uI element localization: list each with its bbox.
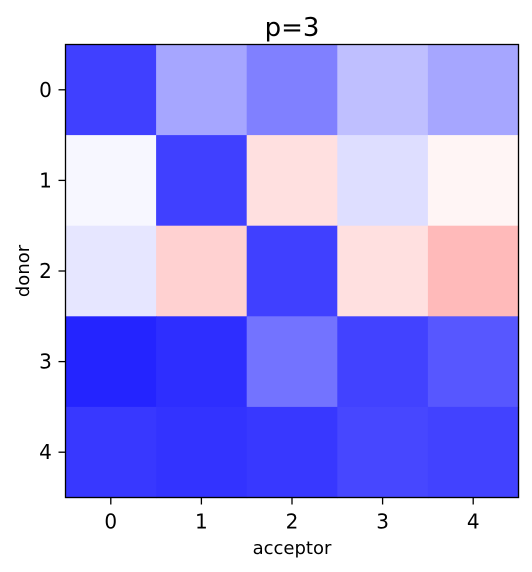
heatmap-cell-r3-c4 <box>427 316 520 408</box>
y-tick-label-1: 1 <box>39 168 52 192</box>
heatmap-cell-r4-c0 <box>65 406 157 499</box>
heatmap-cell-r2-c0 <box>65 225 157 317</box>
heatmap-cell-r1-c3 <box>337 135 429 227</box>
x-tick-label-3: 3 <box>376 510 389 534</box>
heatmap-cell-r1-c1 <box>156 135 248 227</box>
x-tick-label-4: 4 <box>467 510 480 534</box>
x-tick-label-2: 2 <box>286 510 299 534</box>
heatmap-cell-r0-c0 <box>65 44 157 136</box>
x-axis-ticks: 0 1 2 3 4 <box>104 497 480 534</box>
heatmap-cell-r1-c2 <box>246 135 338 227</box>
heatmap-cell-r3-c0 <box>65 316 157 408</box>
heatmap-cell-r4-c3 <box>337 406 429 499</box>
heatmap-cell-r2-c4 <box>427 225 520 317</box>
heatmap-cell-r2-c2 <box>246 225 338 317</box>
x-tick-label-0: 0 <box>104 510 117 534</box>
x-tick-label-1: 1 <box>195 510 208 534</box>
heatmap-cell-r1-c0 <box>65 135 157 227</box>
heatmap-cell-r0-c4 <box>427 44 520 136</box>
heatmap-cell-r0-c2 <box>246 44 338 136</box>
heatmap-cell-r4-c1 <box>156 406 248 499</box>
heatmap-cell-r2-c3 <box>337 225 429 317</box>
heatmap-cell-r3-c1 <box>156 316 248 408</box>
y-axis-label: donor <box>13 244 34 297</box>
x-axis-label: acceptor <box>253 538 332 559</box>
heatmap-cell-r0-c1 <box>156 44 248 136</box>
heatmap-cells <box>65 44 520 499</box>
y-tick-label-3: 3 <box>39 350 52 374</box>
y-tick-label-4: 4 <box>39 440 52 464</box>
heatmap-cell-r2-c1 <box>156 225 248 317</box>
y-axis-ticks: 0 1 2 3 4 <box>39 78 66 464</box>
heatmap-cell-r1-c4 <box>427 135 520 227</box>
heatmap-cell-r4-c4 <box>427 406 520 499</box>
chart-title: p=3 <box>265 13 320 43</box>
y-tick-label-0: 0 <box>39 78 52 102</box>
heatmap-cell-r0-c3 <box>337 44 429 136</box>
heatmap-cell-r3-c2 <box>246 316 338 408</box>
heatmap-cell-r4-c2 <box>246 406 338 499</box>
heatmap-cell-r3-c3 <box>337 316 429 408</box>
y-tick-label-2: 2 <box>39 259 52 283</box>
